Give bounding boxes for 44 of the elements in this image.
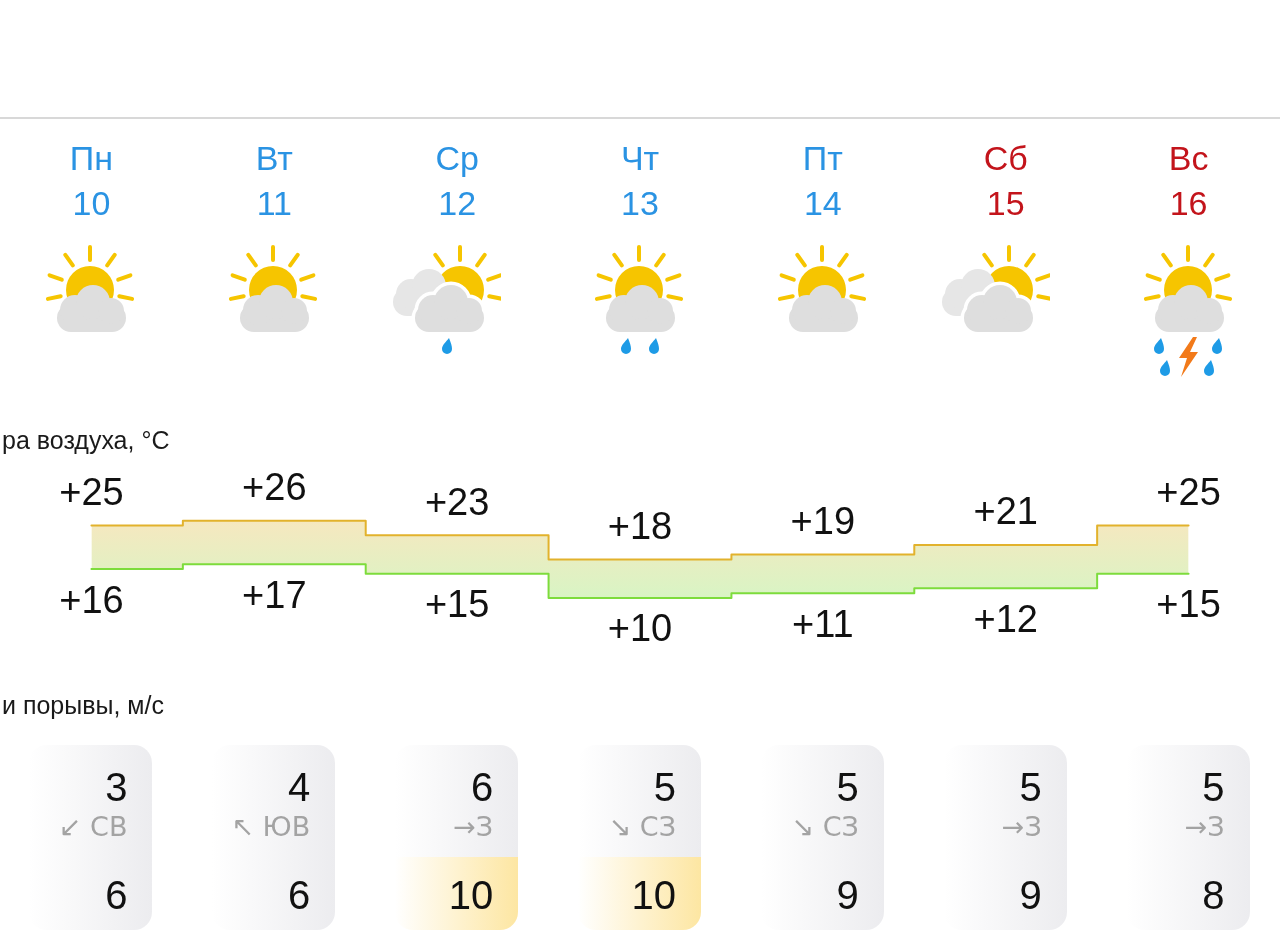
x-tick-label: Вт 11 bbox=[255, 138, 293, 222]
text: 5 bbox=[836, 765, 859, 809]
text: ↘ СЗ bbox=[608, 811, 676, 842]
text: 5 bbox=[653, 765, 676, 809]
text: 3 bbox=[105, 765, 128, 809]
data-label: +19 bbox=[790, 500, 856, 543]
text: →З bbox=[1001, 811, 1042, 842]
x-tick-label: Пт 14 bbox=[802, 138, 843, 222]
x-tick-label: Чт 13 bbox=[620, 138, 660, 222]
text: 9 bbox=[836, 873, 859, 917]
text: ↙ СВ bbox=[58, 811, 128, 842]
text: 5 bbox=[1202, 765, 1225, 809]
data-label: +10 bbox=[607, 607, 673, 650]
x-tick-label: Ср 12 bbox=[435, 138, 479, 222]
text: →З bbox=[1184, 811, 1225, 842]
text: 10 bbox=[631, 873, 676, 917]
data-label: +15 bbox=[424, 583, 490, 626]
x-tick-label: Пн 10 bbox=[69, 138, 114, 222]
text: 4 bbox=[288, 765, 311, 809]
data-label: +12 bbox=[973, 597, 1038, 640]
data-label: +21 bbox=[973, 490, 1038, 533]
text: 6 bbox=[470, 765, 494, 809]
text: 10 bbox=[448, 873, 494, 917]
text: 8 bbox=[1202, 873, 1225, 917]
text: ↘ СЗ bbox=[791, 811, 859, 842]
x-tick-label: Сб 15 bbox=[983, 138, 1028, 222]
text: ↖ ЮВ bbox=[231, 811, 311, 842]
text: 6 bbox=[288, 873, 311, 917]
data-label: +11 bbox=[792, 602, 854, 645]
data-label: +18 bbox=[607, 504, 673, 547]
data-label: +23 bbox=[424, 480, 490, 523]
chart-title: ра воздуха, °C bbox=[2, 425, 170, 454]
text: 5 bbox=[1019, 765, 1042, 809]
data-label: +16 bbox=[59, 578, 124, 621]
data-label: +25 bbox=[59, 471, 124, 514]
text: →З bbox=[453, 811, 494, 842]
data-label: +15 bbox=[1156, 583, 1221, 626]
text: 9 bbox=[1019, 873, 1042, 917]
text: 6 bbox=[105, 873, 128, 917]
x-tick-label: Вс 16 bbox=[1168, 138, 1209, 222]
text: и порывы, м/с bbox=[2, 690, 164, 720]
data-label: +17 bbox=[242, 573, 307, 616]
data-label: +25 bbox=[1156, 471, 1221, 514]
data-label: +26 bbox=[242, 466, 307, 509]
